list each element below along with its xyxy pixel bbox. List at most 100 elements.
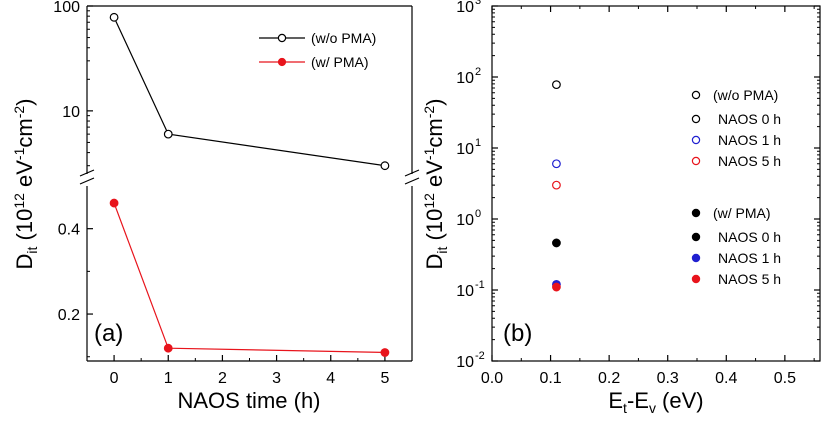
x-tick-label: 0.2 [598,370,620,387]
data-point [552,180,561,190]
legend-item-label: NAOS 5 h [718,271,781,287]
ylabel-unit-sup2: -1 [11,147,27,160]
panel-b-label: (b) [503,320,532,347]
x-tick-label: 0.3 [657,370,679,387]
ylabel-sub: it [434,246,450,253]
x-tick-label: 4 [326,370,335,387]
x-tick-label: 5 [380,370,389,387]
axis-break-mark-right [404,169,420,185]
ylabel-unit-close: ) [12,99,37,106]
ylabel-unit-end: cm [12,118,37,147]
y-tick-label: 10 [456,354,474,371]
data-point [552,80,561,90]
legend-group-title: (w/o PMA) [713,87,778,103]
panel-a-y-ticks: 10 100 0.2 0.4 [53,0,93,358]
y-tick-exponent: 1 [475,137,481,149]
ylabel-unit-sup2: -1 [421,147,437,160]
data-point [552,282,561,292]
ylabel-unit: (10 [12,209,37,247]
y-tick-label: 10 [456,141,474,158]
data-point [163,129,173,139]
x-tick-label: 1 [164,370,173,387]
y-tick-exponent: 0 [475,208,481,220]
legend-item-label: NAOS 5 h [718,153,781,169]
ylabel-base: D [422,254,447,270]
x-tick-label: 0 [110,370,119,387]
legend-marker [691,114,701,124]
legend-item-label: NAOS 1 h [718,250,781,266]
y-tick-label: 10 [62,104,80,121]
y-tick-label: 0.2 [58,307,80,324]
y-tick-exponent: -2 [475,350,485,362]
x-tick-label: 0.5 [774,370,796,387]
ylabel-unit-sup: 12 [11,193,27,209]
panel-a-y-axis-label: Dit (1012 eV-1cm-2) [11,99,40,270]
ylabel-unit-end: cm [422,118,447,147]
y-tick-label: 10 [456,70,474,87]
legend-marker [691,156,701,166]
ylabel-unit-sup3: -2 [421,106,437,119]
legend-marker [691,135,701,145]
y-tick-label: 10 [456,283,474,300]
panel-a-legend: (w/o PMA) (w/ PMA) [259,30,376,70]
data-point [380,348,390,357]
legend-marker [691,274,701,284]
x-tick-label: 0.4 [715,370,737,387]
ylabel-unit-sup: 12 [421,193,437,209]
legend-marker-wo-pma [277,33,287,43]
y-tick-label: 10 [456,0,474,16]
data-point [163,343,173,353]
panel-a-x-axis-label: NAOS time (h) [177,388,320,413]
y-tick-label: 0.4 [58,222,80,239]
axis-break-mark-left [79,169,95,185]
y-tick-label: 100 [53,0,80,16]
legend-label-w-pma: (w/ PMA) [311,54,369,70]
ylabel-unit: (10 [422,209,447,247]
xlabel-base: E [608,388,623,413]
xlabel-end: (eV) [656,388,704,413]
x-tick-label: 3 [272,370,281,387]
x-tick-label: 0.1 [539,370,561,387]
panel-b-y-axis-label: Dit (1012 eV-1cm-2) [421,99,450,270]
legend-marker [691,232,701,242]
ylabel-unit-mid: eV [12,160,37,193]
data-point [552,159,561,169]
y-tick-exponent: 2 [475,66,481,78]
panel-b-x-axis-label: Et-Ev (eV) [608,388,703,416]
ylabel-unit-close: ) [422,99,447,106]
ylabel-unit-sup3: -2 [11,106,27,119]
legend-title-marker [691,90,701,100]
panel-b-points [552,80,561,292]
legend-marker-w-pma [277,57,287,67]
y-tick-label: 10 [456,212,474,229]
y-tick-exponent: 3 [475,0,481,7]
panel-a-label: (a) [94,320,123,347]
panel-a-series [109,12,390,357]
ylabel-sub: it [24,246,40,253]
xlabel-sub1: t [623,400,627,416]
legend-group-title: (w/ PMA) [713,205,771,221]
data-point [109,198,119,208]
panel-a-x-ticks: 0 1 2 3 4 5 [86,355,413,387]
series-line [113,202,385,354]
ylabel-unit-mid: eV [422,160,447,193]
x-tick-label: 2 [218,370,227,387]
legend-item-label: NAOS 0 h [718,229,781,245]
panel-b-frame [491,5,821,362]
y-tick-exponent: -1 [475,279,485,291]
ylabel-base: D [12,254,37,270]
data-point [380,161,390,171]
legend-marker [691,253,701,263]
legend-item-label: NAOS 1 h [718,132,781,148]
x-tick-label: 0.0 [481,370,503,387]
data-point [552,238,561,248]
legend-title-marker [691,208,701,218]
xlabel-mid: -E [627,388,649,413]
data-point [109,12,119,22]
legend-label-wo-pma: (w/o PMA) [311,30,376,46]
legend-item-label: NAOS 0 h [718,111,781,127]
